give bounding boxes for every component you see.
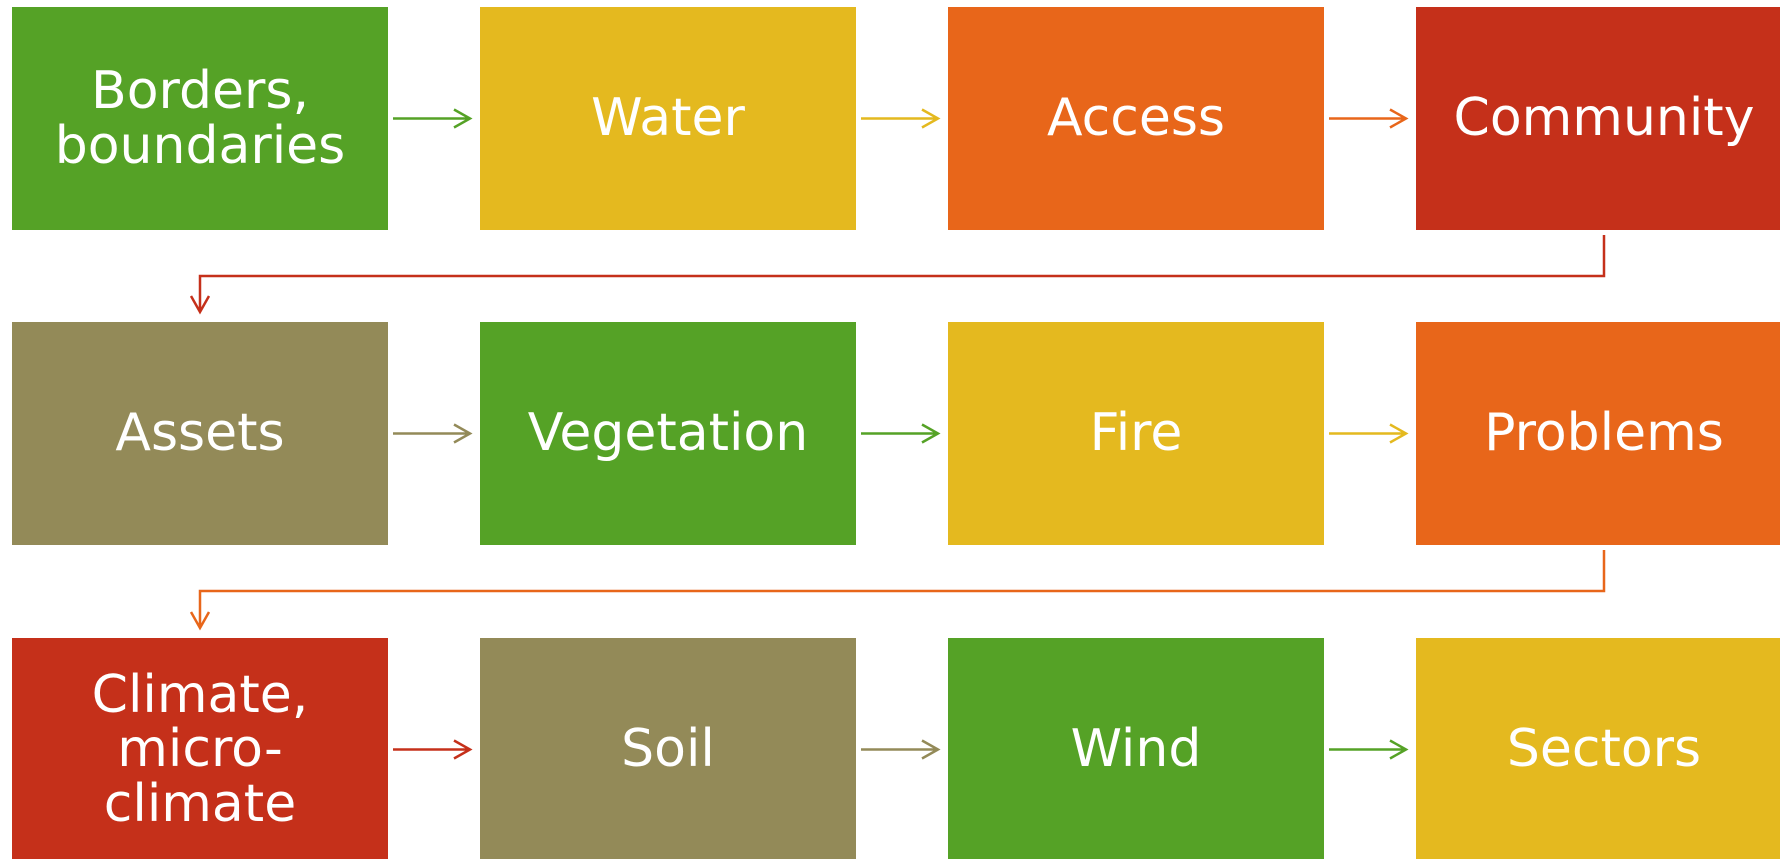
arrow: [393, 423, 473, 444]
node: Vegetation: [480, 322, 856, 545]
arrow: [1329, 108, 1409, 129]
arrow: [1329, 739, 1409, 760]
node: Water: [480, 7, 856, 230]
node: Community: [1416, 7, 1780, 230]
node: Borders, boundaries: [12, 7, 388, 230]
node: Sectors: [1416, 638, 1780, 859]
arrow: [861, 108, 941, 129]
arrow: [1329, 423, 1409, 444]
node: Assets: [12, 322, 388, 545]
arrow: [393, 739, 473, 760]
connector-arrow: [189, 550, 1606, 631]
node: Wind: [948, 638, 1324, 859]
node: Soil: [480, 638, 856, 859]
connector-arrow: [189, 235, 1606, 315]
node: Fire: [948, 322, 1324, 545]
arrow: [861, 739, 941, 760]
arrow: [861, 423, 941, 444]
node: Climate, micro-climate: [12, 638, 388, 859]
node: Access: [948, 7, 1324, 230]
arrow: [393, 108, 473, 129]
node: Problems: [1416, 322, 1780, 545]
